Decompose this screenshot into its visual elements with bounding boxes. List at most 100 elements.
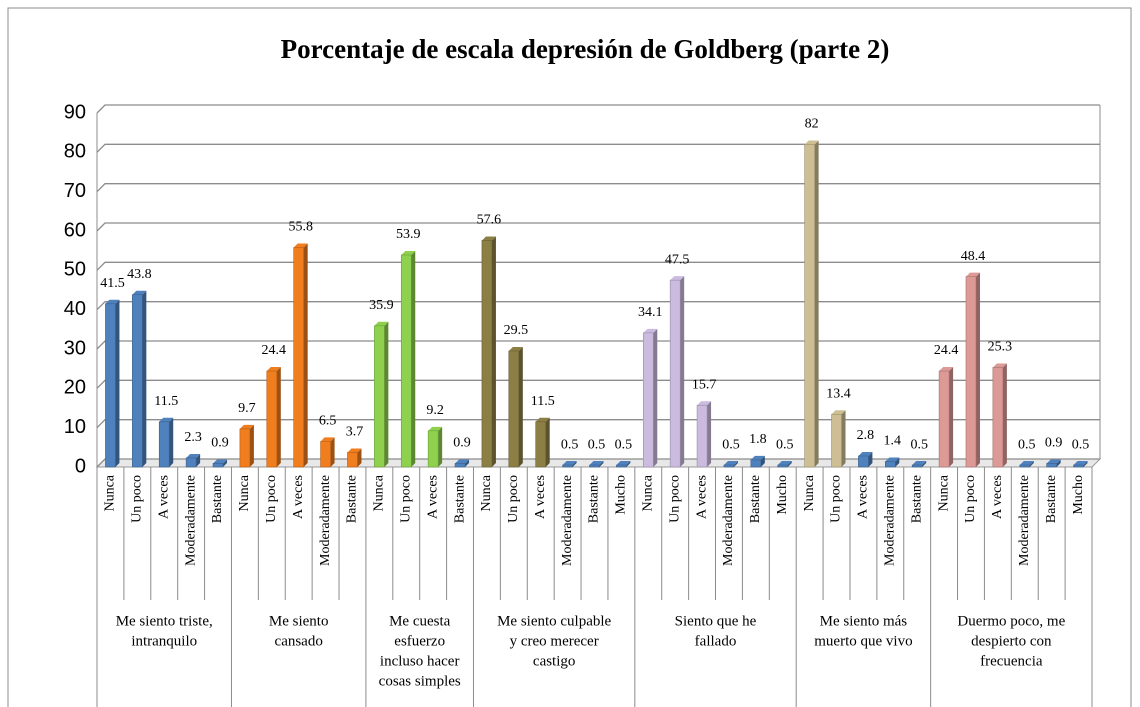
bar — [831, 413, 842, 468]
value-label: 57.6 — [477, 213, 502, 228]
bar-side — [707, 401, 712, 467]
bar-top — [616, 461, 631, 466]
x-tick-label: Un poco — [398, 475, 413, 523]
x-tick-label: Un poco — [829, 475, 844, 523]
bar-top — [1046, 459, 1061, 464]
x-tick-label: Nunca — [936, 474, 951, 511]
grid-line — [96, 458, 1100, 468]
value-label: 0.5 — [910, 437, 928, 452]
value-label: 0.5 — [588, 437, 606, 452]
bar — [642, 332, 654, 468]
value-label: 0.9 — [453, 436, 471, 451]
bar-side — [975, 272, 980, 467]
x-tick-label: A veces — [156, 475, 171, 519]
grid-line — [96, 301, 1100, 311]
bar-side — [626, 461, 631, 467]
bar-top — [535, 417, 550, 422]
bar-top — [562, 461, 577, 466]
value-label: 35.9 — [369, 298, 394, 313]
bar — [427, 430, 439, 468]
bar-top — [508, 346, 523, 351]
bar-side — [680, 276, 685, 467]
group-label: frecuencia — [980, 653, 1043, 669]
value-label: 9.2 — [426, 403, 444, 418]
value-label: 9.7 — [238, 401, 256, 416]
bar-top — [347, 448, 362, 453]
bar — [347, 452, 358, 468]
bar-side — [303, 243, 308, 467]
bar-side — [545, 417, 550, 467]
group-label: castigo — [533, 653, 576, 669]
bar-side — [384, 321, 389, 467]
x-tick-label: Nunca — [641, 474, 656, 511]
x-tick-label: Bastante — [452, 475, 467, 523]
value-label: 0.5 — [776, 437, 794, 452]
x-tick-label: Mucho — [614, 475, 629, 515]
x-tick-label: Moderadamente — [883, 475, 898, 566]
y-tick-label: 50 — [64, 259, 86, 281]
grid-line — [96, 143, 1100, 153]
bar — [911, 464, 923, 468]
bar-side — [196, 453, 201, 467]
value-label: 15.7 — [692, 377, 717, 392]
bar — [481, 240, 493, 468]
bar-top — [912, 461, 927, 466]
x-tick-label: Moderadamente — [183, 475, 198, 566]
value-label: 11.5 — [154, 394, 178, 409]
bar — [858, 455, 869, 468]
bar-side — [491, 236, 496, 467]
x-tick-label: A veces — [856, 475, 871, 519]
group-label: muerto que vivo — [814, 633, 912, 649]
x-tick-label: Bastante — [345, 475, 360, 523]
bar-top — [374, 321, 389, 326]
bar-side — [465, 459, 470, 467]
bar-top — [670, 276, 685, 281]
bar-side — [438, 426, 443, 467]
x-tick-label: Nunca — [372, 474, 387, 511]
value-label: 3.7 — [346, 425, 364, 440]
bar-top — [428, 426, 443, 431]
x-tick-label: Bastante — [587, 475, 602, 523]
value-label: 1.4 — [884, 434, 902, 449]
bar-side — [1056, 459, 1061, 467]
bar-top — [239, 424, 254, 429]
bar — [105, 303, 116, 468]
x-tick-label: A veces — [291, 475, 306, 519]
chart-title: Porcentaje de escala depresión de Goldbe… — [281, 34, 890, 64]
x-tick-label: Bastante — [210, 475, 225, 523]
bar — [535, 421, 547, 468]
x-tick-label: Nunca — [802, 474, 817, 511]
bar — [1019, 464, 1031, 468]
value-label: 0.9 — [211, 436, 229, 451]
bar-top — [939, 367, 954, 372]
value-label: 41.5 — [100, 276, 125, 291]
x-tick-label: Bastante — [748, 475, 763, 523]
group-label: Siento que he — [675, 613, 757, 629]
bar-side — [841, 410, 846, 467]
bar-side — [1002, 363, 1007, 467]
bar — [1073, 464, 1084, 468]
value-label: 13.4 — [826, 387, 851, 402]
bar-top — [481, 236, 496, 241]
bar — [508, 350, 520, 468]
bar-side — [787, 461, 792, 467]
value-label: 2.3 — [184, 430, 202, 445]
bar-top — [885, 457, 900, 462]
bar — [589, 464, 600, 468]
value-label: 11.5 — [531, 394, 555, 409]
bar — [562, 464, 573, 468]
x-tick-label: Moderadamente — [721, 475, 736, 566]
x-tick-label: Un poco — [130, 475, 145, 523]
bar — [132, 294, 143, 468]
value-label: 82 — [805, 117, 819, 132]
y-tick-label: 60 — [64, 219, 86, 241]
value-label: 48.4 — [961, 249, 986, 264]
bar-top — [643, 328, 658, 333]
value-label: 47.5 — [665, 252, 690, 267]
bar — [1046, 463, 1057, 468]
value-label: 1.8 — [749, 432, 767, 447]
group-label: Me cuesta — [389, 613, 451, 629]
bar — [669, 279, 681, 468]
value-label: 0.9 — [1045, 436, 1063, 451]
x-tick-label: A veces — [425, 475, 440, 519]
